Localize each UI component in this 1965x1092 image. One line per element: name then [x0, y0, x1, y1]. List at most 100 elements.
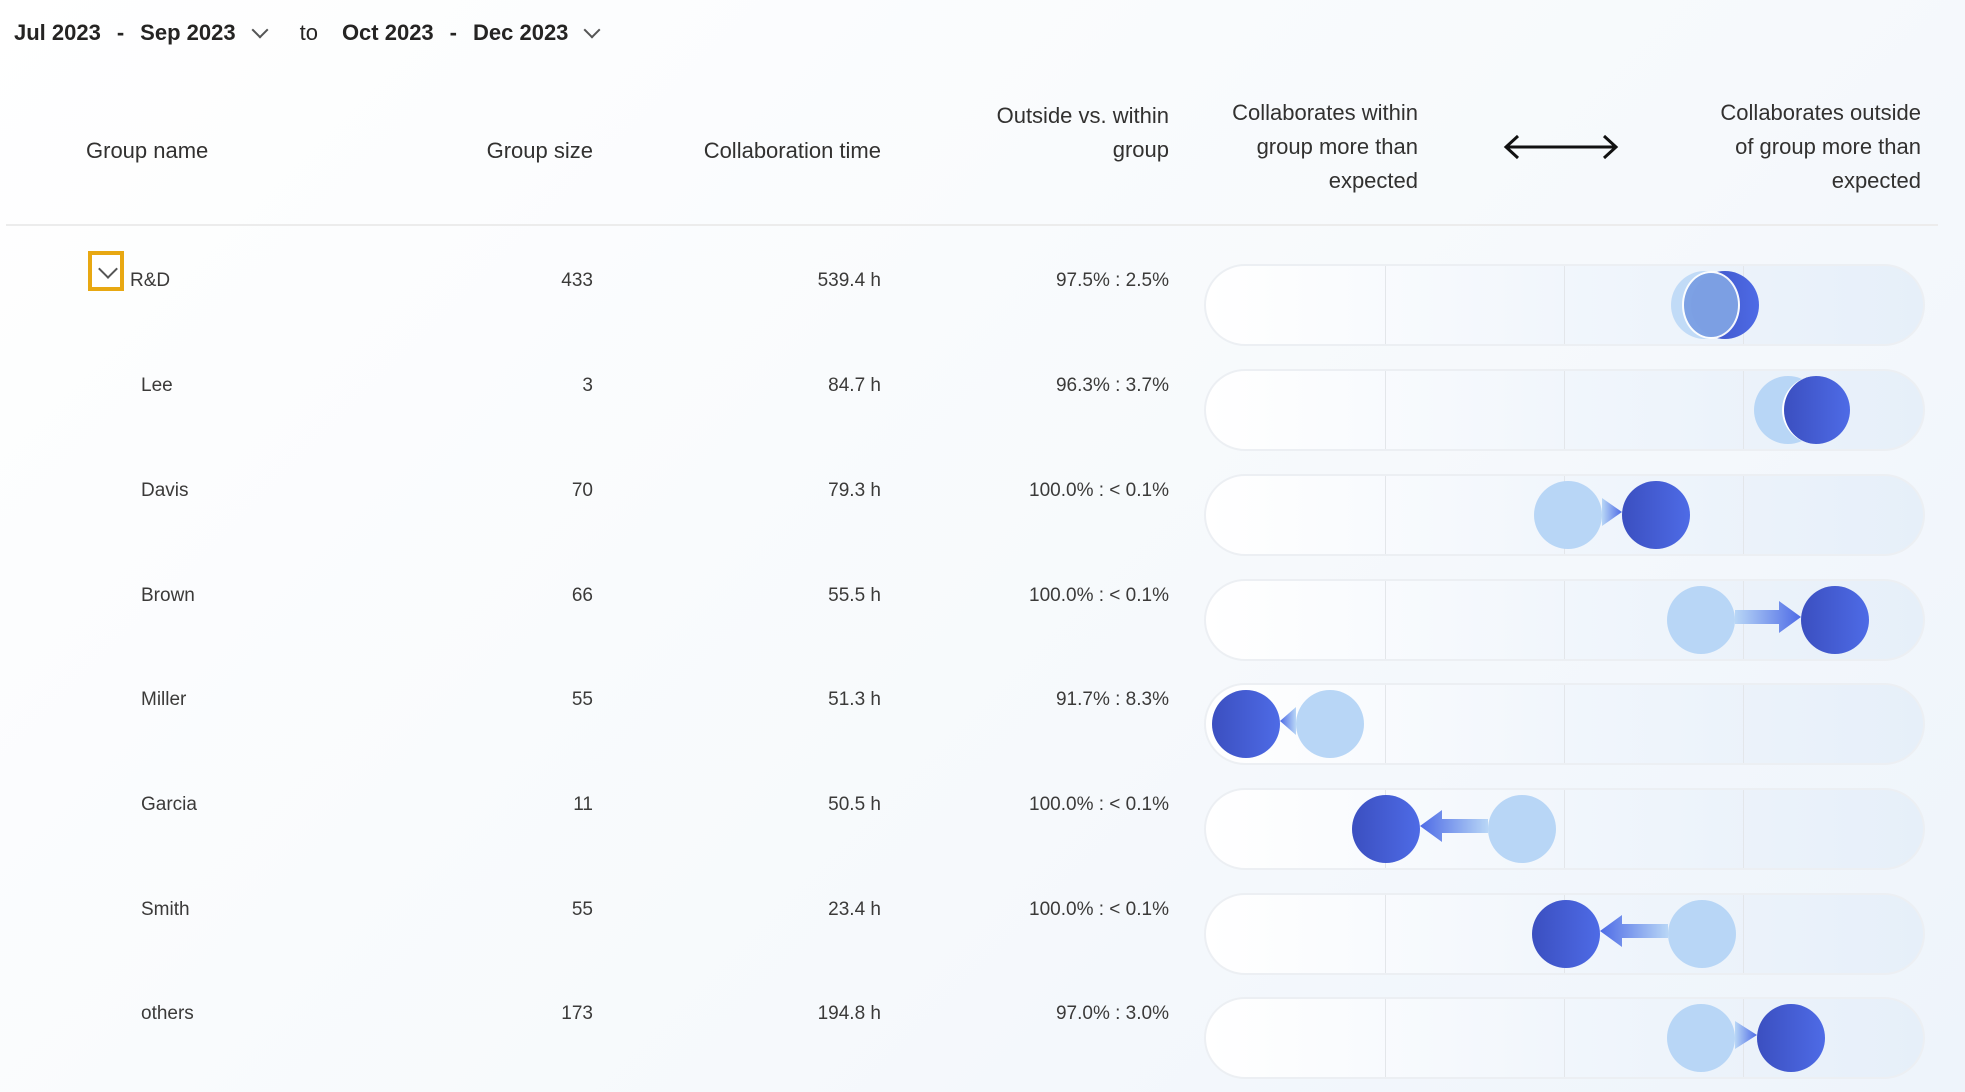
header-line: expected	[1831, 168, 1921, 193]
column-header-outside: Collaborates outside of group more than …	[1720, 96, 1921, 198]
bar-divider	[1564, 685, 1565, 763]
double-arrow-icon	[1503, 134, 1619, 160]
current-period-dot[interactable]	[1212, 690, 1280, 758]
outside-within-ratio: 100.0% : < 0.1%	[1029, 480, 1169, 501]
collaboration-shift-bar	[1204, 579, 1925, 661]
header-line: Outside vs. within	[996, 103, 1169, 128]
from-start-date[interactable]: Jul 2023	[14, 20, 101, 45]
previous-period-dot[interactable]	[1534, 481, 1602, 549]
column-header-collaboration-time[interactable]: Collaboration time	[703, 138, 881, 163]
bar-divider	[1564, 581, 1565, 659]
bar-divider	[1385, 895, 1386, 973]
header-line: Collaborates outside	[1720, 100, 1921, 125]
column-header-group-name[interactable]: Group name	[86, 138, 209, 163]
header-line: expected	[1328, 168, 1418, 193]
column-header-ratio[interactable]: Outside vs. within group	[997, 99, 1169, 167]
header-line: of group more than	[1735, 134, 1921, 159]
header-divider	[6, 224, 1938, 226]
column-header-group-size[interactable]: Group size	[486, 138, 593, 163]
dash: -	[116, 20, 125, 45]
bar-divider	[1743, 895, 1744, 973]
bar-divider	[1743, 476, 1744, 554]
collaboration-time: 194.8 h	[817, 1003, 881, 1024]
collaboration-shift-bar	[1204, 997, 1925, 1079]
chevron-down-icon[interactable]	[251, 21, 269, 39]
outside-within-ratio: 97.0% : 3.0%	[1055, 1003, 1169, 1024]
collaboration-time: 50.5 h	[828, 794, 881, 815]
table-row[interactable]: R&D 433 539.4 h 97.5% : 2.5%	[0, 229, 1965, 346]
collaboration-time: 539.4 h	[817, 270, 881, 291]
previous-period-dot[interactable]	[1668, 900, 1736, 968]
previous-period-dot[interactable]	[1296, 690, 1364, 758]
header-line: group more than	[1256, 134, 1418, 159]
previous-period-dot[interactable]	[1488, 795, 1556, 863]
header-line: group	[1112, 137, 1169, 162]
current-period-dot[interactable]	[1532, 900, 1600, 968]
arrow-left-icon	[1600, 915, 1668, 947]
bar-divider	[1385, 999, 1386, 1077]
bar-divider	[1564, 790, 1565, 868]
bar-divider	[1564, 371, 1565, 449]
outside-within-ratio: 96.3% : 3.7%	[1055, 375, 1169, 396]
table-row[interactable]: Smith 55 23.4 h 100.0% : < 0.1%	[0, 858, 1965, 975]
current-period-dot[interactable]	[1757, 1004, 1825, 1072]
bar-divider	[1743, 685, 1744, 763]
current-period-dot[interactable]	[1782, 376, 1850, 444]
current-period-dot[interactable]	[1352, 795, 1420, 863]
outside-within-ratio: 97.5% : 2.5%	[1055, 270, 1169, 291]
arrow-left-icon	[1420, 810, 1488, 842]
group-name: Brown	[141, 585, 195, 606]
current-period-dot[interactable]	[1622, 481, 1690, 549]
group-name: others	[141, 1003, 194, 1024]
outside-within-ratio: 100.0% : < 0.1%	[1029, 585, 1169, 606]
bar-divider	[1385, 266, 1386, 344]
previous-period-dot[interactable]	[1667, 1004, 1735, 1072]
bar-divider	[1385, 581, 1386, 659]
bar-divider	[1564, 266, 1565, 344]
bar-divider	[1385, 476, 1386, 554]
overlap-dot	[1682, 271, 1740, 339]
group-name: Davis	[141, 480, 189, 501]
to-end-date[interactable]: Dec 2023	[473, 20, 569, 45]
collaboration-time: 23.4 h	[828, 899, 881, 920]
collaboration-time: 79.3 h	[828, 480, 881, 501]
table-row[interactable]: others 173 194.8 h 97.0% : 3.0%	[0, 962, 1965, 1079]
group-size: 173	[561, 1003, 593, 1024]
current-period-dot[interactable]	[1801, 586, 1869, 654]
group-name: Lee	[141, 375, 173, 396]
group-name: Miller	[141, 689, 187, 710]
group-size: 11	[573, 794, 593, 815]
chevron-down-icon[interactable]	[583, 21, 601, 39]
table-row[interactable]: Brown 66 55.5 h 100.0% : < 0.1%	[0, 544, 1965, 661]
collaboration-time: 55.5 h	[828, 585, 881, 606]
outside-within-ratio: 91.7% : 8.3%	[1055, 689, 1169, 710]
outside-within-ratio: 100.0% : < 0.1%	[1029, 794, 1169, 815]
table-row[interactable]: Davis 70 79.3 h 100.0% : < 0.1%	[0, 439, 1965, 556]
collaboration-shift-bar	[1204, 264, 1925, 346]
collaboration-shift-bar	[1204, 474, 1925, 556]
expand-collapse-button[interactable]	[88, 251, 124, 291]
bar-divider	[1743, 371, 1744, 449]
group-name: Garcia	[141, 794, 197, 815]
collaboration-shift-bar	[1204, 683, 1925, 765]
group-size: 70	[571, 480, 593, 501]
collaboration-shift-bar	[1204, 893, 1925, 975]
group-name: Smith	[141, 899, 190, 920]
header-line: Collaborates within	[1232, 100, 1418, 125]
bar-divider	[1564, 999, 1565, 1077]
bar-divider	[1385, 371, 1386, 449]
bar-divider	[1743, 790, 1744, 868]
to-label: to	[299, 20, 318, 45]
arrow-right-icon	[1735, 1021, 1757, 1049]
collaboration-shift-bar	[1204, 788, 1925, 870]
arrow-right-icon	[1602, 498, 1622, 526]
from-end-date[interactable]: Sep 2023	[140, 20, 236, 45]
table-row[interactable]: Miller 55 51.3 h 91.7% : 8.3%	[0, 648, 1965, 765]
table-row[interactable]: Garcia 11 50.5 h 100.0% : < 0.1%	[0, 753, 1965, 870]
previous-period-dot[interactable]	[1667, 586, 1735, 654]
table-row[interactable]: Lee 3 84.7 h 96.3% : 3.7%	[0, 334, 1965, 451]
to-start-date[interactable]: Oct 2023	[341, 20, 434, 45]
group-name: R&D	[130, 270, 171, 291]
group-size: 66	[571, 585, 593, 606]
arrow-right-icon	[1735, 601, 1801, 633]
